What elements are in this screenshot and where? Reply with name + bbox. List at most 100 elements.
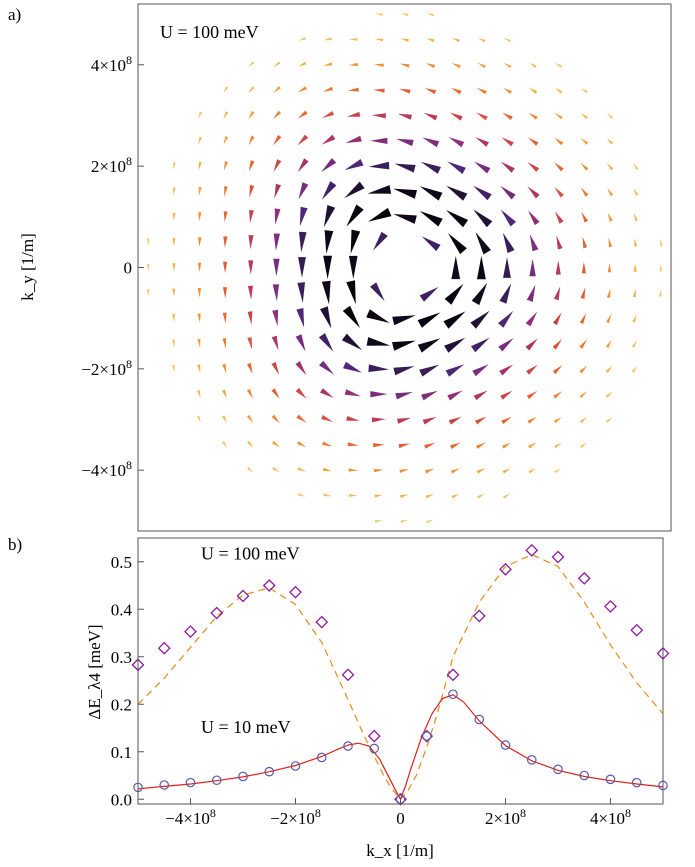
vector-arrow bbox=[526, 390, 538, 400]
circle-point bbox=[159, 780, 170, 790]
vector-arrow bbox=[423, 112, 438, 121]
panel-a-annotation: U = 100 meV bbox=[160, 22, 259, 42]
panel-a-y-axis-title: k_y [1/m] bbox=[18, 233, 37, 301]
vector-arrow bbox=[392, 340, 416, 351]
vector-arrow bbox=[503, 62, 512, 69]
panel-a-label: a) bbox=[8, 5, 21, 24]
vector-arrow bbox=[554, 112, 563, 120]
panel-a-y-axis: 4×108 2×108 0 −2×108 −4×108 bbox=[81, 53, 144, 480]
y-tick-label: 0.1 bbox=[111, 743, 132, 762]
vector-arrow bbox=[198, 111, 203, 119]
vector-arrow bbox=[556, 235, 563, 250]
circle-point bbox=[343, 741, 353, 751]
vector-arrow bbox=[223, 136, 229, 145]
vector-arrow bbox=[553, 286, 561, 301]
vector-arrow bbox=[425, 63, 436, 69]
panel-b-series bbox=[131, 543, 670, 806]
vector-arrow bbox=[606, 288, 611, 298]
vector-arrow bbox=[420, 161, 441, 174]
vector-arrow bbox=[249, 210, 254, 224]
diamond-point bbox=[604, 599, 617, 613]
vector-arrow bbox=[498, 310, 514, 328]
vector-arrow bbox=[527, 186, 540, 199]
vector-arrow bbox=[419, 186, 443, 201]
vector-arrow bbox=[222, 389, 227, 399]
vector-arrow bbox=[580, 88, 588, 94]
vector-arrow bbox=[579, 417, 588, 424]
vector-arrow bbox=[417, 312, 441, 328]
vector-arrow bbox=[298, 493, 306, 497]
vector-arrow bbox=[605, 339, 612, 349]
vector-arrow bbox=[197, 262, 202, 273]
vector-arrow bbox=[349, 494, 358, 497]
vector-arrow bbox=[503, 257, 511, 278]
circle-point bbox=[605, 774, 616, 785]
vector-arrow bbox=[607, 262, 612, 273]
vector-arrow bbox=[368, 161, 390, 170]
panel-b-label: b) bbox=[8, 535, 22, 554]
vector-arrow bbox=[394, 163, 416, 173]
vector-arrow bbox=[400, 13, 409, 17]
vector-arrow bbox=[580, 137, 589, 145]
vector-arrow bbox=[472, 364, 489, 377]
vector-arrow bbox=[607, 212, 613, 222]
vector-arrow bbox=[248, 61, 255, 68]
vector-arrow bbox=[172, 263, 176, 272]
panel-b-x-axis-title: k_x [1/m] bbox=[366, 841, 434, 860]
vector-arrow bbox=[473, 390, 488, 401]
vector-arrow bbox=[247, 363, 253, 375]
vector-arrow bbox=[347, 87, 359, 92]
vector-arrow bbox=[552, 365, 563, 375]
circle-point bbox=[658, 780, 668, 791]
vector-arrow bbox=[147, 263, 150, 272]
vector-arrow bbox=[579, 339, 587, 349]
y-tick-label: 0.5 bbox=[111, 553, 132, 572]
vector-arrow bbox=[323, 62, 333, 66]
vector-arrow bbox=[446, 185, 468, 201]
vector-arrow bbox=[249, 185, 255, 198]
vector-arrow bbox=[419, 211, 443, 227]
vector-arrow bbox=[197, 338, 201, 348]
panel-b-frame bbox=[137, 537, 664, 805]
vector-arrow bbox=[632, 340, 638, 348]
vector-arrow bbox=[477, 37, 486, 43]
vector-arrow bbox=[298, 61, 307, 67]
vector-arrow bbox=[346, 111, 361, 117]
vector-arrow bbox=[248, 235, 254, 250]
vector-arrow bbox=[271, 335, 279, 351]
circle-point bbox=[133, 782, 143, 793]
x-tick-label: −4×108 bbox=[165, 806, 216, 828]
vector-arrow bbox=[173, 162, 176, 170]
vector-arrow bbox=[422, 137, 440, 148]
vector-arrow bbox=[476, 112, 488, 121]
diamond-point bbox=[367, 729, 381, 743]
panel-b-y-axis-title: ΔE_λ4 [meV] bbox=[85, 624, 104, 719]
vector-arrow bbox=[500, 185, 516, 200]
diamond-point bbox=[262, 579, 276, 592]
diamond-point bbox=[131, 658, 145, 672]
vector-arrow bbox=[368, 207, 392, 222]
vector-arrow bbox=[321, 415, 334, 422]
vector-arrow bbox=[299, 231, 307, 253]
vector-arrow bbox=[499, 364, 514, 376]
y-tick-label: 0.4 bbox=[111, 600, 133, 619]
vector-arrow bbox=[197, 364, 201, 373]
vector-arrow bbox=[223, 236, 228, 248]
circle-point bbox=[185, 777, 196, 788]
y-tick-label: 4×108 bbox=[91, 53, 132, 75]
vector-arrow bbox=[580, 442, 587, 449]
vector-arrow bbox=[471, 337, 490, 353]
vector-arrow bbox=[633, 213, 638, 222]
vector-arrow bbox=[273, 233, 280, 251]
vector-arrow bbox=[247, 466, 254, 473]
vector-arrow bbox=[477, 62, 486, 69]
vector-arrow bbox=[477, 493, 485, 499]
vector-arrow bbox=[444, 283, 464, 305]
vector-arrow bbox=[345, 135, 362, 143]
vector-arrow bbox=[501, 137, 514, 147]
vector-arrow bbox=[198, 136, 202, 145]
vector-arrow bbox=[449, 112, 463, 121]
circle-point bbox=[500, 740, 511, 750]
vector-arrow bbox=[473, 185, 492, 201]
vector-arrow bbox=[395, 392, 413, 400]
